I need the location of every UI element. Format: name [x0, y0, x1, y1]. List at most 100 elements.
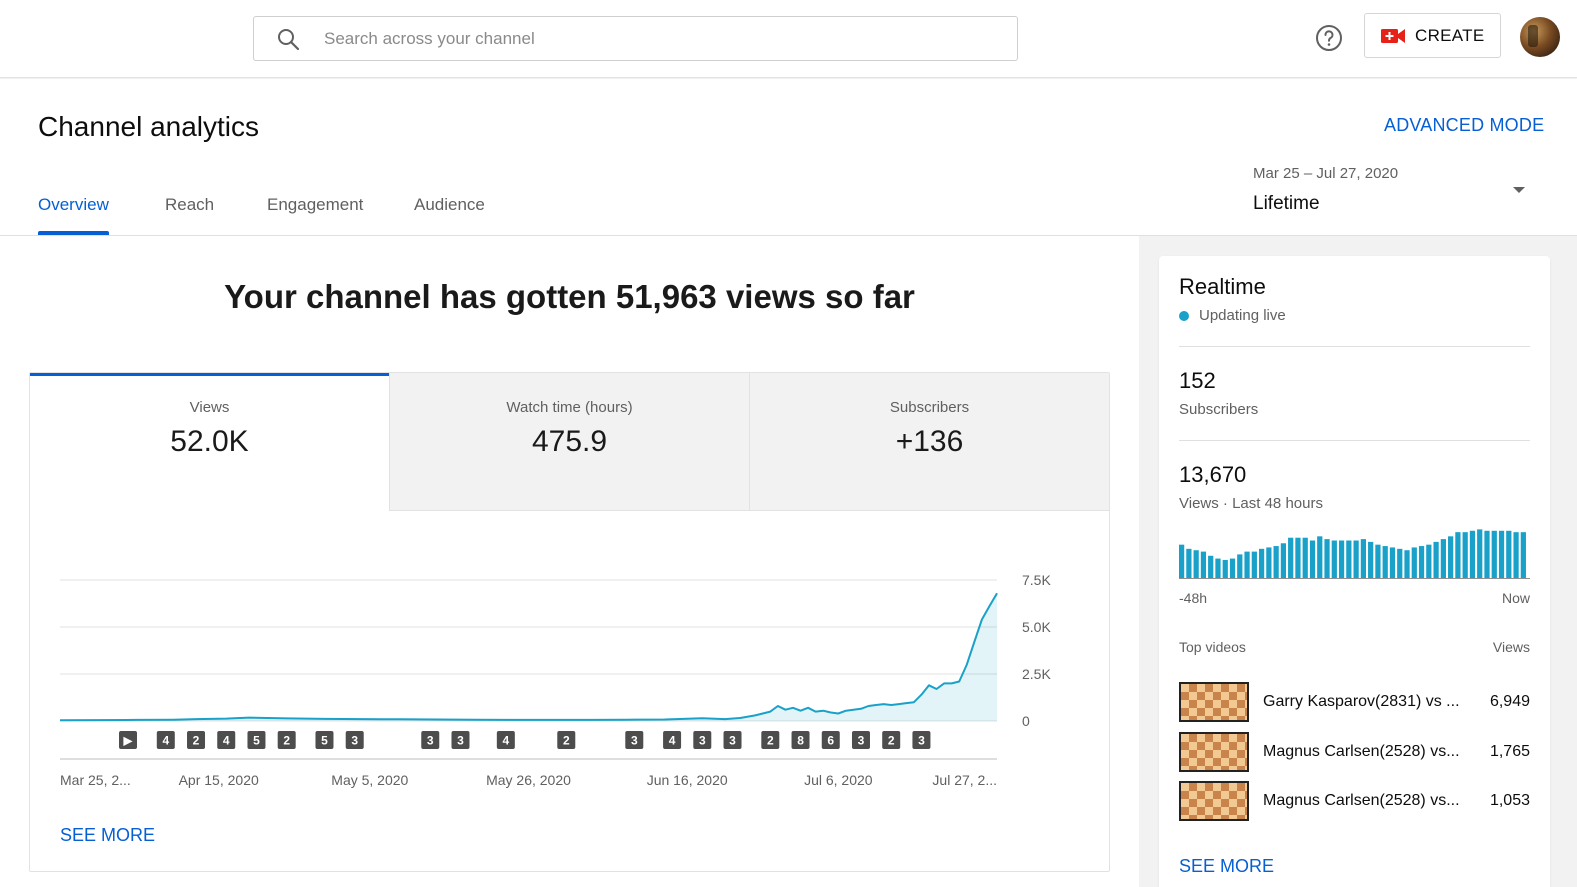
views-heading: Views: [1492, 639, 1530, 655]
realtime-bar: [1469, 530, 1476, 578]
date-range-selector[interactable]: Lifetime: [1253, 193, 1320, 214]
y-tick-label: 5.0K: [1022, 619, 1051, 635]
live-dot-icon: [1179, 310, 1189, 321]
realtime-views-label: Views · Last 48 hours: [1179, 495, 1323, 512]
series-line: [59, 592, 998, 722]
annotation-marker: [663, 731, 682, 749]
realtime-bar-chart[interactable]: [1179, 526, 1530, 580]
metric-value: 475.9: [531, 425, 608, 458]
search-input[interactable]: Search across your channel: [324, 29, 535, 48]
video-thumbnail[interactable]: [1179, 732, 1249, 772]
video-thumbnail[interactable]: [1179, 682, 1249, 722]
annotation-marker-label: 4: [162, 734, 169, 748]
realtime-bar: [1179, 544, 1185, 578]
metric-tab-watch-time[interactable]: Watch time (hours) 475.9: [390, 373, 749, 511]
realtime-subscribers-label: Subscribers: [1179, 401, 1259, 418]
x-tick-label: May 5, 2020: [331, 772, 408, 788]
live-status: Updating live: [1179, 307, 1286, 324]
realtime-bar: [1455, 532, 1461, 578]
realtime-views-value: 13,670: [1179, 462, 1247, 487]
annotation-marker-label: 2: [563, 734, 570, 748]
annotation-marker-label: 2: [767, 734, 774, 748]
top-videos-heading: Top videos: [1179, 639, 1246, 655]
views-chart[interactable]: 0 2.5K 5.0K 7.5K ▶ 4 2 4 5 2 5 3 3 3 4 2 3 4 3 3 2 8 6 3 2 3 Mar 2…: [30, 511, 1109, 811]
tab-reach[interactable]: Reach: [165, 195, 215, 214]
help-icon[interactable]: [1315, 24, 1343, 52]
advanced-mode-button[interactable]: ADVANCED MODE: [1384, 115, 1545, 135]
tab-engagement[interactable]: Engagement: [267, 195, 364, 214]
see-more-button[interactable]: SEE MORE: [60, 825, 156, 845]
realtime-bar: [1309, 540, 1316, 578]
top-bar: Search across your channel CREATE: [0, 0, 1577, 78]
metric-tab-subscribers[interactable]: Subscribers +136: [750, 373, 1109, 511]
annotation-marker-label: 3: [457, 734, 464, 748]
divider: [1179, 346, 1530, 347]
x-tick-label: Jun 16, 2020: [647, 772, 728, 788]
x-tick-label: Apr 15, 2020: [179, 772, 259, 788]
realtime-bar: [1433, 541, 1439, 578]
realtime-bar: [1375, 544, 1381, 578]
video-title[interactable]: Magnus Carlsen(2528) vs...: [1263, 792, 1460, 809]
realtime-bar: [1208, 555, 1214, 578]
realtime-bar: [1448, 536, 1454, 578]
chevron-down-icon[interactable]: [1512, 185, 1526, 195]
annotation-marker-label: 3: [631, 734, 638, 748]
video-title[interactable]: Garry Kasparov(2831) vs ...: [1263, 693, 1460, 710]
realtime-title: Realtime: [1179, 274, 1266, 299]
annotation-marker-label: 3: [699, 734, 706, 748]
realtime-bar: [1237, 554, 1243, 578]
divider: [749, 373, 750, 511]
video-title[interactable]: Magnus Carlsen(2528) vs...: [1263, 743, 1460, 760]
date-range-text[interactable]: Mar 25 – Jul 27, 2020: [1253, 165, 1399, 182]
realtime-bar: [1288, 537, 1294, 578]
annotation-marker-label: 4: [223, 734, 230, 748]
realtime-bar: [1251, 551, 1257, 578]
realtime-bar: [1353, 540, 1359, 578]
realtime-bar: [1360, 539, 1366, 578]
top-video-row[interactable]: Magnus Carlsen(2528) vs... 1,053: [1179, 781, 1530, 821]
realtime-bar: [1498, 530, 1505, 578]
annotation-marker-label: 5: [253, 734, 260, 748]
video-views: 1,765: [1489, 743, 1530, 760]
annotation-marker-label: 4: [502, 734, 509, 748]
avatar[interactable]: [1520, 17, 1560, 57]
annotation-marker: [557, 731, 576, 749]
annotation-marker-label: 4: [669, 734, 676, 748]
annotation-marker: [421, 731, 440, 749]
realtime-bar: [1266, 547, 1272, 578]
annotation-marker-label: 2: [283, 734, 290, 748]
annotation-marker: [496, 731, 515, 749]
metrics-card: Views 52.0K Watch time (hours) 475.9 Sub…: [29, 372, 1110, 872]
tab-overview[interactable]: Overview: [38, 195, 109, 235]
views-headline: Your channel has gotten 51,963 views so …: [224, 278, 915, 315]
annotation-marker-label: 2: [193, 734, 200, 748]
realtime-bar: [1331, 540, 1337, 578]
annotation-marker: [791, 731, 810, 749]
x-tick-label: Jul 6, 2020: [804, 772, 873, 788]
create-button[interactable]: CREATE: [1364, 13, 1501, 58]
realtime-bar: [1389, 547, 1396, 578]
realtime-bar: [1317, 536, 1323, 578]
video-camera-icon: [1381, 28, 1405, 43]
realtime-bar: [1186, 548, 1192, 578]
annotation-marker-label: ▶: [123, 734, 133, 748]
metric-value: +136: [895, 425, 964, 458]
annotation-marker: [912, 731, 931, 749]
realtime-bar: [1273, 546, 1279, 578]
realtime-bar: [1258, 548, 1265, 578]
annotation-marker: [882, 731, 901, 749]
annotation-marker: [217, 731, 236, 749]
realtime-bar: [1411, 547, 1417, 578]
main-panel: Your channel has gotten 51,963 views so …: [0, 236, 1139, 887]
search-box[interactable]: Search across your channel: [253, 16, 1018, 61]
video-thumbnail[interactable]: [1179, 781, 1249, 821]
tab-audience[interactable]: Audience: [414, 195, 485, 214]
top-video-row[interactable]: Garry Kasparov(2831) vs ... 6,949: [1179, 682, 1530, 722]
metric-tab-views[interactable]: Views 52.0K: [30, 373, 389, 511]
realtime-see-more-button[interactable]: SEE MORE: [1179, 856, 1275, 876]
top-video-row[interactable]: Magnus Carlsen(2528) vs... 1,765: [1179, 732, 1530, 772]
realtime-card: Realtime Updating live 152 Subscribers 1…: [1159, 256, 1550, 887]
page-header: Channel analytics ADVANCED MODE Overview…: [0, 79, 1577, 236]
axis-start-label: -48h: [1179, 590, 1208, 606]
realtime-bar: [1346, 540, 1352, 578]
